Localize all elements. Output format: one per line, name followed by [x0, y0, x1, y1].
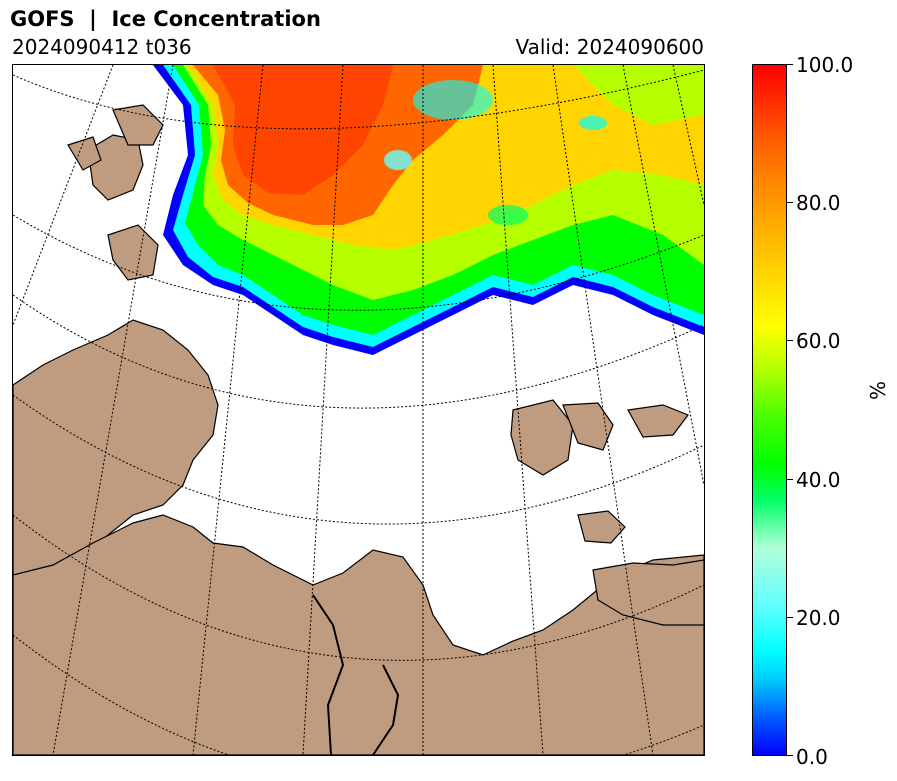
colorbar-tick: [787, 479, 793, 480]
rivers: [312, 594, 400, 755]
colorbar-tick-label: 100.0: [796, 53, 854, 77]
plot-title: GOFS | Ice Concentration: [10, 7, 321, 31]
colorbar-tick: [787, 755, 793, 756]
valid-timestamp: Valid: 2024090600: [515, 35, 704, 59]
sea-ice-field: [153, 65, 704, 355]
run-timestamp: 2024090412 t036: [12, 35, 192, 59]
colorbar-tick-label: 20.0: [796, 606, 841, 630]
ice-concentration-map: [13, 65, 704, 755]
colorbar-tick: [787, 617, 793, 618]
colorbar-tick: [787, 340, 793, 341]
colorbar-unit: %: [866, 380, 890, 400]
colorbar-tick-label: 40.0: [796, 468, 841, 492]
colorbar: [752, 64, 787, 756]
colorbar-tick: [787, 64, 793, 65]
colorbar-tick: [787, 202, 793, 203]
colorbar-tick-label: 0.0: [796, 745, 828, 769]
colorbar-tick-label: 60.0: [796, 329, 841, 353]
colorbar-tick-label: 80.0: [796, 191, 841, 215]
land-masses: [13, 104, 704, 755]
graticule: [13, 65, 704, 755]
map-panel[interactable]: [12, 64, 705, 756]
